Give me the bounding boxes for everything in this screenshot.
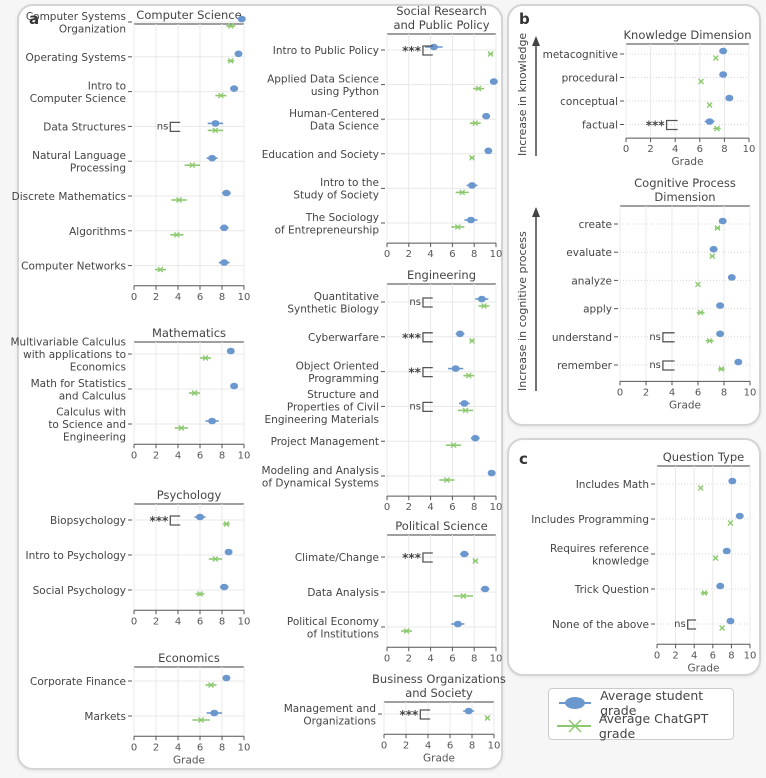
knowledge-arrow: Increase in knowledge	[516, 33, 540, 156]
cognitive-arrow-label: Increase in cognitive process	[516, 231, 529, 391]
panel-b: b	[507, 4, 761, 426]
panel-c: c	[507, 438, 761, 676]
legend-item-student: Average student grade	[549, 688, 733, 718]
panel-a: a	[17, 4, 503, 770]
cognitive-arrow: Increase in cognitive process	[516, 207, 540, 391]
chatgpt-marker-icon	[557, 719, 591, 733]
panel-c-letter: c	[519, 450, 528, 468]
legend-chatgpt-label: Average ChatGPT grade	[598, 711, 709, 741]
legend: Average student grade Average ChatGPT gr…	[548, 688, 734, 741]
panel-a-letter: a	[29, 10, 40, 28]
legend-item-chatgpt: Average ChatGPT grade	[549, 711, 733, 741]
panel-b-letter: b	[519, 10, 530, 28]
legend-student-label: Average student grade	[600, 688, 704, 718]
student-marker-icon	[559, 697, 591, 709]
knowledge-arrow-label: Increase in knowledge	[516, 33, 529, 156]
